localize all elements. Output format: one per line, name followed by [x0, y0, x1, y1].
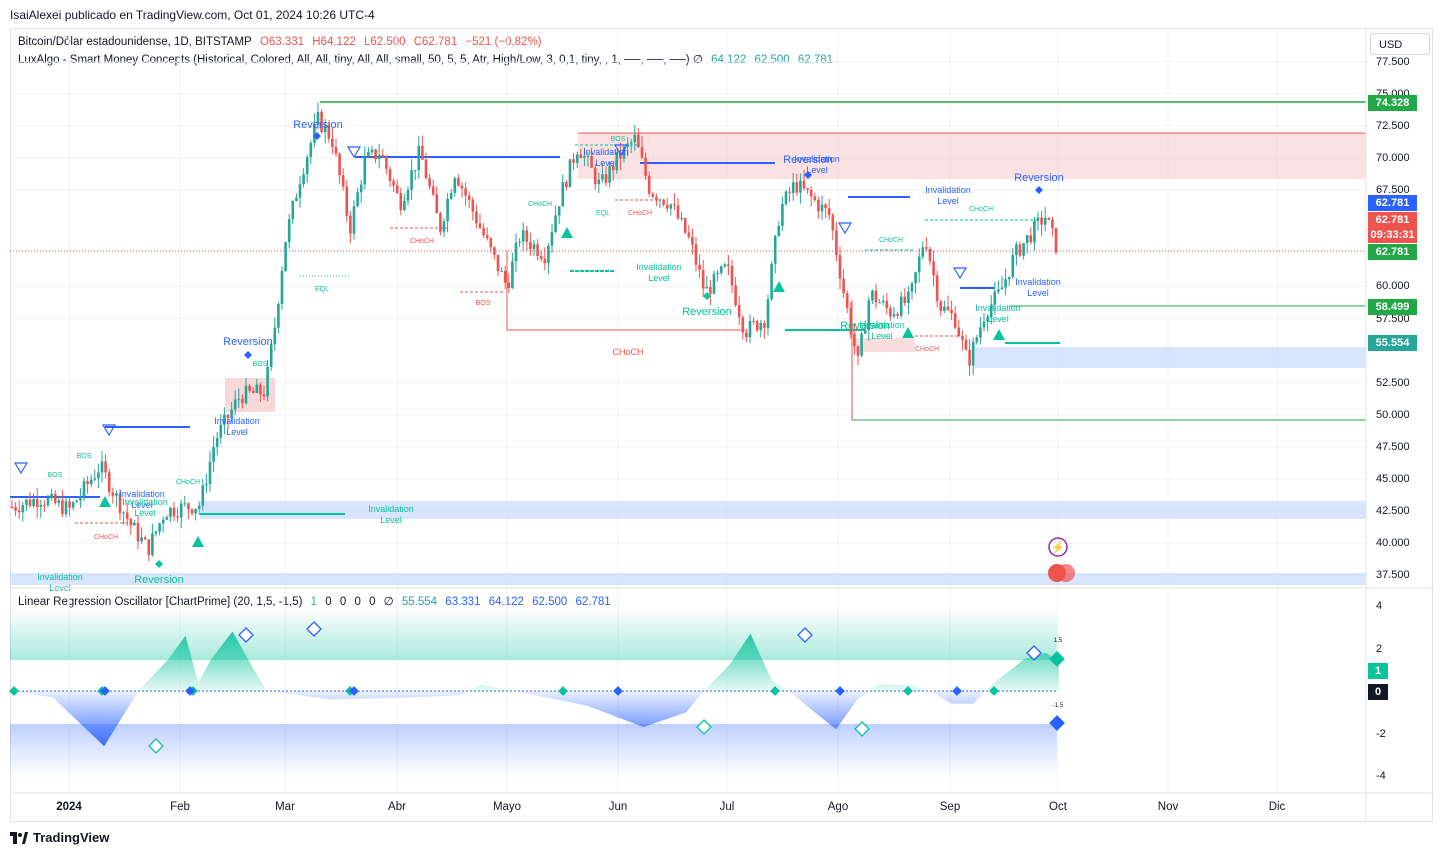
price-tick-8: 50.000 [1376, 408, 1410, 421]
price-tick-13: 37.500 [1376, 569, 1410, 581]
osc-value-0: 1 [310, 596, 318, 608]
chart-frame [10, 28, 1433, 822]
osc-tick-1: 2 [1376, 642, 1383, 655]
tradingview-logo-icon [10, 831, 28, 844]
price-tag-last-green: 62.781 [1368, 244, 1417, 260]
price-tag-last-blue: 62.781 [1368, 195, 1417, 211]
open-value: O63.331 [259, 36, 305, 48]
low-value: L62.500 [363, 36, 406, 48]
osc-tick-3: -4 [1376, 770, 1386, 782]
price-tick-9: 47.500 [1376, 440, 1410, 453]
candle-timer: 09:33:31 [1368, 227, 1417, 243]
time-label-Feb: Feb [170, 801, 190, 813]
time-label-Oct: Oct [1049, 801, 1067, 813]
time-label-Jun: Jun [608, 801, 628, 813]
osc-value-w1: 55.554 [401, 596, 438, 608]
currency-button[interactable]: USD [1370, 33, 1430, 55]
publisher-caption: IsaiAlexei publicado en TradingView.com,… [10, 8, 375, 22]
time-label-Mayo: Mayo [492, 801, 522, 813]
time-label-2024: 2024 [56, 801, 82, 813]
osc-value-3: 0 [354, 596, 361, 608]
high-value: H64.122 [312, 36, 356, 48]
price-tag-58499: 58.499 [1368, 299, 1417, 315]
price-tick-10: 45.000 [1376, 472, 1410, 485]
indicator-legend: LuxAlgo - Smart Money Concepts (Historic… [18, 52, 838, 66]
time-label-Ago: Ago [827, 801, 849, 813]
indicator-name[interactable]: LuxAlgo - Smart Money Concepts (Historic… [18, 54, 703, 66]
price-tag-55554: 55.554 [1368, 335, 1417, 351]
osc-tag-zero: 0 [1368, 684, 1388, 700]
osc-value-5: ∅ [383, 596, 394, 608]
osc-value-w2: 63.331 [445, 596, 481, 608]
time-label-Jul: Jul [719, 801, 735, 813]
indicator-value-1: 64.122 [711, 54, 747, 66]
price-tick-4: 67.500 [1376, 184, 1410, 197]
price-tick-7: 52.500 [1376, 376, 1410, 389]
symbol-legend: Bitcoin/Dólar estadounidense, 1D, BITSTA… [18, 36, 547, 48]
price-tick-6: 57.500 [1376, 312, 1410, 325]
tradingview-footer[interactable]: TradingView [10, 830, 109, 845]
time-label-Dic: Dic [1268, 801, 1286, 813]
price-tag-74328: 74.328 [1368, 95, 1417, 111]
oscillator-name[interactable]: Linear Regression Oscillator [ChartPrime… [18, 596, 303, 608]
osc-tick-0: 4 [1376, 600, 1383, 612]
price-tag-last-red: 62.781 [1368, 212, 1417, 228]
close-value: C62.781 [413, 36, 458, 48]
price-tick-5: 60.000 [1376, 280, 1410, 293]
time-label-Abr: Abr [388, 801, 406, 813]
osc-value-w4: 62.500 [532, 596, 568, 608]
time-label-Mar: Mar [275, 801, 295, 813]
oscillator-legend: Linear Regression Oscillator [ChartPrime… [18, 594, 616, 608]
osc-value-4: 0 [369, 596, 376, 608]
price-tick-3: 70.000 [1376, 152, 1410, 165]
price-tick-12: 40.000 [1376, 536, 1410, 549]
osc-tick-2: -2 [1376, 727, 1386, 740]
price-tick-11: 42.500 [1376, 504, 1410, 517]
symbol-name[interactable]: Bitcoin/Dólar estadounidense, 1D, BITSTA… [18, 36, 252, 48]
price-tick-0: 77.500 [1376, 56, 1410, 68]
osc-value-w5: 62.781 [575, 596, 611, 608]
indicator-value-2: 62.500 [754, 54, 790, 66]
osc-tag-one: 1 [1368, 663, 1388, 679]
price-tick-2: 72.500 [1376, 120, 1410, 133]
time-label-Nov: Nov [1157, 801, 1179, 813]
tradingview-brand: TradingView [33, 830, 110, 845]
osc-value-2: 0 [339, 596, 347, 608]
osc-value-1: 0 [325, 596, 332, 608]
indicator-value-3: 62.781 [797, 54, 834, 66]
change-value: −521 (−0,82%) [465, 36, 542, 48]
time-label-Sep: Sep [939, 801, 961, 813]
osc-value-w3: 64.122 [488, 596, 524, 608]
